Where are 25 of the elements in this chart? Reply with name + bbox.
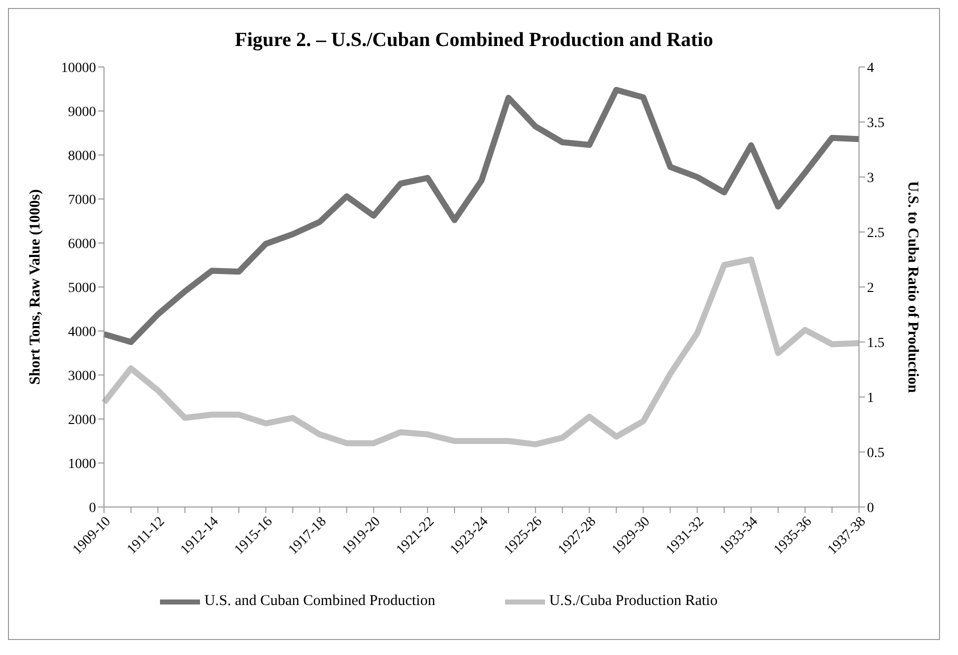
y-tick-label: 4000	[68, 324, 96, 340]
y-tick-label: 7000	[68, 192, 96, 208]
y-tick-label: 8000	[68, 148, 96, 164]
y-tick-label: 9000	[68, 104, 96, 120]
y-tick-label: 3000	[68, 368, 96, 384]
y-axis-title: Short Tons, Raw Value (1000s)	[27, 189, 44, 385]
chart-title: Figure 2. – U.S./Cuban Combined Production and Ratio	[234, 29, 714, 52]
legend-label: U.S. and Cuban Combined Production	[204, 593, 436, 610]
y2-tick-label: 2	[867, 280, 874, 296]
y2-tick-label: 0.5	[867, 446, 884, 461]
y2-tick-label: 3	[867, 170, 874, 186]
y-tick-label: 5000	[68, 280, 96, 296]
y-tick-label: 0	[89, 500, 96, 516]
y2-tick-label: 1.5	[867, 336, 884, 351]
y-tick-label: 6000	[68, 236, 96, 252]
legend-label: U.S./Cuba Production Ratio	[549, 593, 718, 610]
y2-tick-label: 4	[867, 60, 874, 76]
y2-tick-label: 1	[867, 390, 874, 406]
y-tick-label: 1000	[68, 456, 96, 472]
y2-axis-title: U.S. to Cuba Ratio of Production	[904, 181, 921, 394]
y-tick-label: 10000	[61, 60, 96, 76]
y-tick-label: 2000	[68, 412, 96, 428]
y2-tick-label: 2.5	[867, 226, 884, 241]
y2-tick-label: 3.5	[867, 116, 884, 131]
y2-tick-label: 0	[867, 500, 874, 516]
